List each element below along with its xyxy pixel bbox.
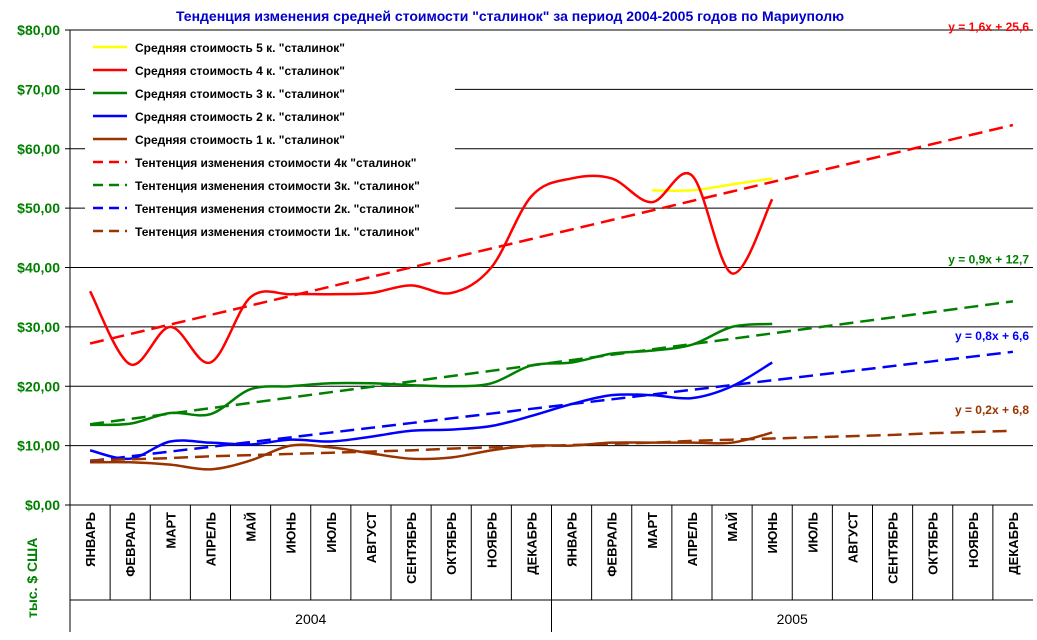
x-tick-label: ФЕВРАЛЬ — [123, 512, 138, 577]
x-tick-label: МАЙ — [725, 512, 740, 542]
y-tick-label: $0,00 — [25, 497, 60, 513]
series-line — [90, 431, 773, 471]
legend-box — [85, 35, 455, 246]
x-tick-label: МАЙ — [244, 512, 259, 542]
series-line — [89, 361, 773, 461]
x-tick-label: ИЮЛЬ — [324, 512, 339, 553]
x-tick-label: СЕНТЯБРЬ — [886, 512, 901, 584]
legend: Средняя стоимость 5 к. "сталинок" Средняя… — [85, 35, 455, 246]
x-tick-label: ДЕКАБРЬ — [524, 512, 539, 575]
trend-equation: y = 0,9x + 12,7 — [948, 252, 1029, 266]
x-tick-label: МАРТ — [645, 512, 660, 549]
y-tick-label: $20,00 — [17, 378, 60, 394]
legend-label: Тентенция изменения стоимости 1к. "стали… — [135, 225, 420, 239]
series-line — [88, 172, 774, 366]
x-tick-label: ИЮНЬ — [284, 512, 299, 553]
group-label: 2005 — [777, 611, 808, 627]
trend-equation: y = 0,2x + 6,8 — [955, 403, 1029, 417]
y-tick-label: $50,00 — [17, 200, 60, 216]
trend-equation: y = 1,6x + 25,6 — [948, 20, 1029, 34]
trend-equation: y = 0,8x + 6,6 — [955, 329, 1029, 343]
x-tick-label: АВГУСТ — [845, 512, 860, 563]
x-tick-label: ИЮЛЬ — [805, 512, 820, 553]
x-tick-label: НОЯБРЬ — [484, 512, 499, 568]
x-tick-label: НОЯБРЬ — [966, 512, 981, 568]
legend-label: Средняя стоимость 1 к. "сталинок" — [135, 133, 345, 147]
x-tick-label: ИЮНЬ — [765, 512, 780, 553]
legend-label: Средняя стоимость 3 к. "сталинок" — [135, 87, 345, 101]
series-line — [90, 322, 773, 427]
group-label: 2004 — [295, 611, 326, 627]
legend-label: Тентенция изменения стоимости 3к. "стали… — [135, 179, 420, 193]
x-tick-label: ДЕКАБРЬ — [1006, 512, 1021, 575]
y-tick-label: $40,00 — [17, 260, 60, 276]
y-tick-label: $60,00 — [17, 141, 60, 157]
legend-label: Средняя стоимость 5 к. "сталинок" — [135, 41, 345, 55]
x-tick-label: АПРЕЛЬ — [685, 512, 700, 566]
x-tick-label: ЯНВАРЬ — [565, 512, 580, 567]
y-tick-label: $80,00 — [17, 22, 60, 38]
y-axis-label: тыс. $ США — [24, 538, 40, 618]
y-tick-label: $70,00 — [17, 81, 60, 97]
trend-line — [89, 300, 1014, 426]
trend-line — [90, 429, 1013, 462]
x-tick-label: ФЕВРАЛЬ — [605, 512, 620, 577]
chart-title: Тенденция изменения средней стоимости "с… — [176, 8, 844, 24]
y-tick-label: $10,00 — [17, 438, 60, 454]
x-tick-label: ОКТЯБРЬ — [444, 512, 459, 575]
x-tick-label: ЯНВАРЬ — [83, 512, 98, 567]
legend-label: Тентенция изменения стоимости 4к "сталин… — [135, 156, 416, 170]
x-tick-label: АВГУСТ — [364, 512, 379, 563]
legend-label: Средняя стоимость 2 к. "сталинок" — [135, 110, 345, 124]
y-tick-label: $30,00 — [17, 319, 60, 335]
legend-label: Тентенция изменения стоимости 2к. "стали… — [135, 202, 420, 216]
series-line — [651, 177, 773, 192]
legend-label: Средняя стоимость 4 к. "сталинок" — [135, 64, 345, 78]
x-tick-label: ОКТЯБРЬ — [926, 512, 941, 575]
x-tick-label: СЕНТЯБРЬ — [404, 512, 419, 584]
x-tick-label: АПРЕЛЬ — [203, 512, 218, 566]
x-tick-label: МАРТ — [163, 512, 178, 549]
trend-line — [89, 350, 1014, 463]
trend-line — [89, 123, 1014, 345]
